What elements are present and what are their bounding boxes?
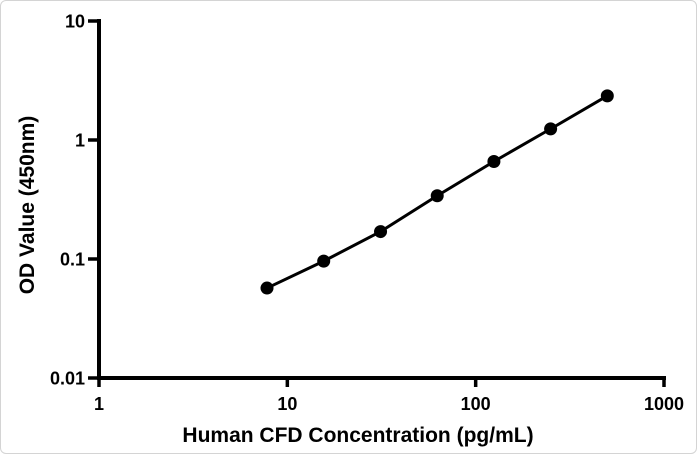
- data-point: [430, 189, 444, 203]
- y-axis-title: OD Value (450nm): [16, 116, 39, 295]
- x-tick-label: 1: [94, 394, 104, 414]
- x-tick-label: 1000: [644, 394, 684, 414]
- data-point: [374, 225, 388, 239]
- x-tick-label: 10: [277, 394, 297, 414]
- chart-generated-layer: 1 10 100 1000 10 1 0.1 0.01: [50, 12, 684, 415]
- data-point: [317, 254, 331, 268]
- data-point: [260, 281, 274, 295]
- y-tick-label: 0.01: [50, 369, 85, 389]
- data-point: [600, 89, 614, 103]
- data-point: [544, 122, 558, 136]
- x-tick-label: 100: [461, 394, 491, 414]
- y-tick-label: 0.1: [60, 250, 85, 270]
- data-point: [487, 154, 501, 168]
- x-axis-title: Human CFD Concentration (pg/mL): [182, 424, 533, 447]
- y-tick-label: 1: [75, 131, 85, 151]
- y-tick-label: 10: [65, 12, 85, 32]
